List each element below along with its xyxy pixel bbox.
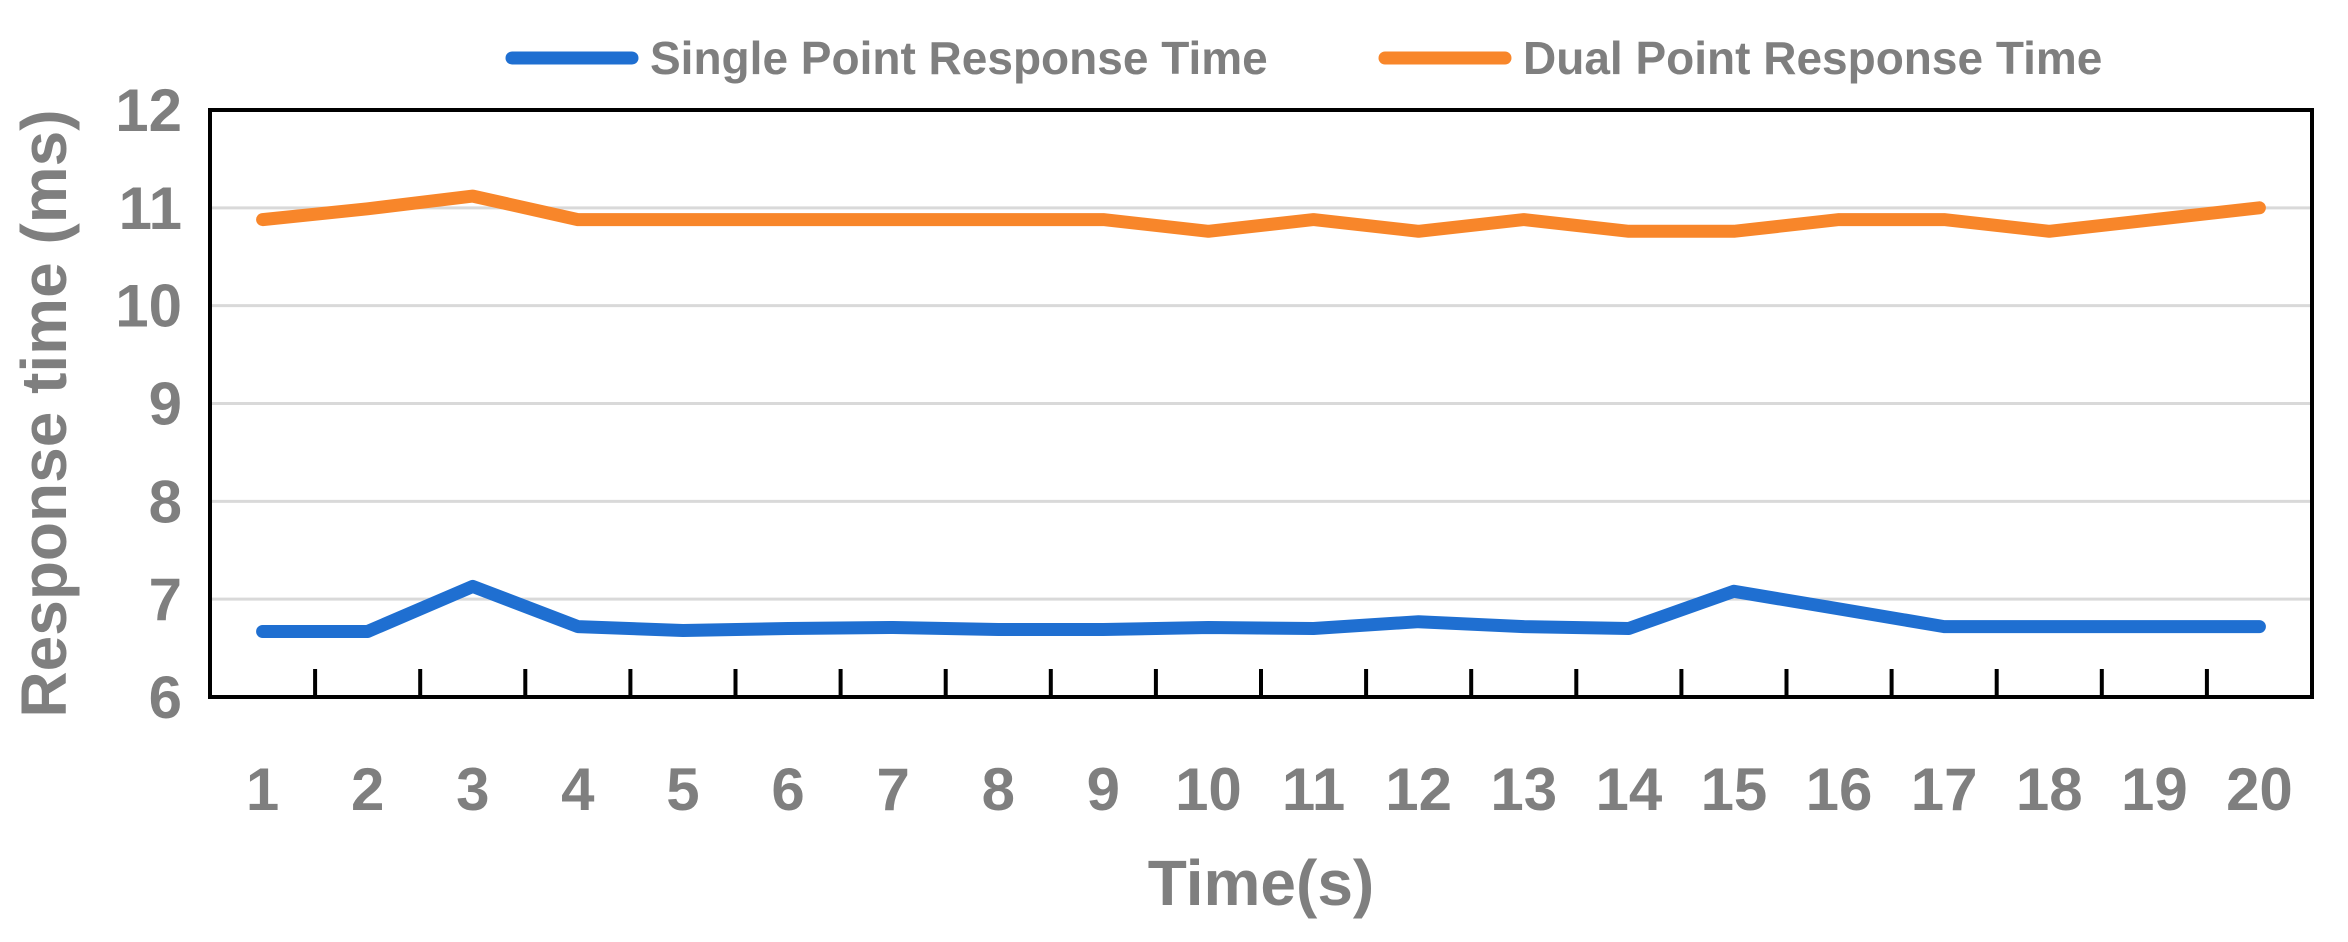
x-tick-label: 3 — [456, 756, 489, 823]
legend: Single Point Response Time Dual Point Res… — [505, 32, 2102, 84]
y-tick-label: 6 — [149, 664, 182, 731]
x-axis-tick-labels: 1 2 3 4 5 6 7 8 9 10 11 12 13 14 15 16 17 18 19 20 — [246, 756, 2293, 823]
x-tick-label: 10 — [1175, 756, 1242, 823]
series-line-2 — [256, 189, 2266, 238]
x-tick-label: 17 — [1911, 756, 1978, 823]
x-tick-label: 16 — [1806, 756, 1873, 823]
x-tick-label: 19 — [2121, 756, 2188, 823]
x-tick-label: 1 — [246, 756, 279, 823]
x-tick-label: 7 — [876, 756, 909, 823]
x-tick-label: 9 — [1087, 756, 1120, 823]
series-lines — [256, 189, 2266, 638]
y-tick-label: 10 — [115, 273, 182, 340]
x-tick-label: 18 — [2016, 756, 2083, 823]
x-tick-label: 2 — [351, 756, 384, 823]
x-tick-label: 11 — [1282, 756, 1345, 823]
gridlines — [210, 206, 2312, 601]
x-tick-label: 15 — [1701, 756, 1768, 823]
y-axis-title: Response time (ms) — [8, 109, 80, 717]
y-tick-label: 11 — [119, 175, 182, 242]
x-tick-label: 20 — [2226, 756, 2293, 823]
x-tick-label: 5 — [666, 756, 699, 823]
x-tick-label: 4 — [561, 756, 595, 823]
legend-label-2: Dual Point Response Time — [1523, 32, 2102, 84]
y-tick-label: 12 — [115, 77, 182, 144]
x-tick-label: 8 — [982, 756, 1015, 823]
y-tick-label: 9 — [149, 371, 182, 438]
y-axis-tick-labels: 6 7 8 9 10 11 12 — [115, 77, 182, 731]
x-tick-label: 6 — [771, 756, 804, 823]
y-tick-label: 8 — [149, 468, 182, 535]
x-tick-label: 14 — [1595, 756, 1662, 823]
plot-frame — [208, 108, 2314, 699]
x-tick-label: 12 — [1385, 756, 1452, 823]
x-axis-title: Time(s) — [1148, 847, 1374, 919]
x-tick-label: 13 — [1490, 756, 1557, 823]
series-line-1 — [256, 579, 2266, 638]
y-tick-label: 7 — [149, 566, 182, 633]
legend-label-1: Single Point Response Time — [650, 32, 1268, 84]
